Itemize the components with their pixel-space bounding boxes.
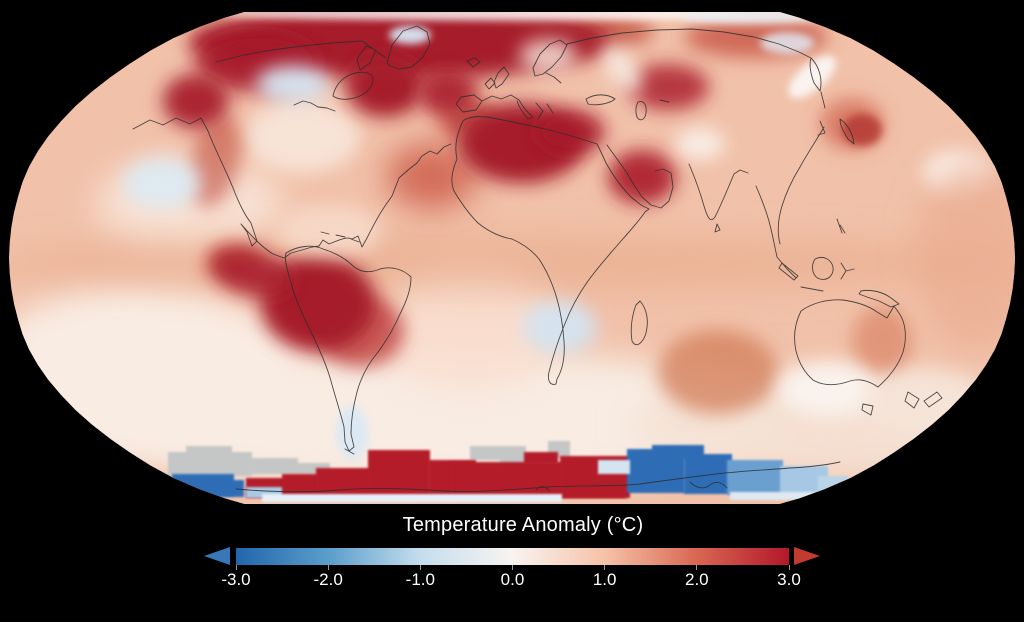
coastline-antarctica (235, 461, 841, 493)
blob-urals-white-streak (602, 44, 642, 94)
colorbar-gradient (236, 548, 789, 565)
cell-antarctic-cold (198, 480, 244, 497)
blob-quebec-dark (346, 55, 424, 117)
blob-central-us-pale (244, 101, 360, 173)
colorbar-tick-label: -3.0 (221, 570, 251, 589)
colorbar-tick (235, 565, 237, 570)
cell-nodata-gray (500, 455, 542, 466)
colorbar-tick (512, 565, 513, 570)
cell-nodata-gray (168, 452, 252, 476)
colorbar-tick (788, 565, 790, 570)
anomaly-field (9, 12, 1015, 488)
colorbar-tick-label: 0.0 (500, 570, 525, 589)
blob-canada-blue (256, 65, 330, 103)
colorbar-tick-label: 3.0 (777, 570, 801, 589)
map-clip-group (9, 12, 1015, 504)
cell-nodata-gray (250, 458, 298, 474)
blob-south-asia-white (675, 128, 725, 160)
cell-antarctic-cold-strip (246, 487, 282, 498)
cell-antarctic-cold-med (727, 460, 783, 495)
blob-japan-dark-spot (842, 114, 882, 146)
blob-australia-south-white (778, 362, 878, 416)
cell-antarctic-warm (368, 450, 430, 498)
colorbar-tick (327, 565, 329, 570)
blob-south-africa-blue (523, 301, 597, 353)
blob-top-edge-white (220, 12, 820, 20)
blob-australia-east-red (852, 306, 912, 378)
coastline-oceania (794, 289, 943, 416)
colorbar-tick (419, 565, 421, 570)
blob-equator-band (9, 233, 1015, 293)
colorbar-left-arrow (204, 547, 230, 565)
colorbar-tick (696, 565, 698, 570)
cell-antarctic-bottom-strip (262, 494, 562, 502)
blob-scandinavia-pale (519, 39, 577, 73)
cell-antarctic-cold (684, 454, 732, 494)
blob-pacific-nw-dark (163, 74, 229, 128)
cell-antarctic-warm (316, 468, 372, 498)
cell-antarctic-warm (524, 452, 558, 464)
colorbar-title: Temperature Anomaly (°C) (402, 514, 644, 536)
antarctic-grid-cells (168, 441, 848, 502)
blob-arabia-dark (608, 150, 676, 204)
coastline-americas (132, 25, 452, 455)
blob-okhotsk-north-blue (760, 32, 814, 54)
blob-libya-egypt-dark (535, 110, 605, 154)
colorbar-tick-label: 2.0 (685, 570, 709, 589)
coastline-afro-eurasia (451, 28, 855, 385)
blob-gulf-alaska-red (188, 117, 242, 207)
blob-peru-coast-dark (210, 248, 294, 298)
blob-patagonia-blue (336, 406, 368, 460)
colorbar-right-arrow (794, 547, 820, 565)
cell-antarctic-bottom-strip (730, 492, 840, 500)
blob-south-atlantic-pale (373, 268, 563, 392)
world-map (9, 12, 1015, 504)
colorbar-tick-label: 1.0 (592, 570, 617, 589)
cell-nodata-gray (296, 463, 330, 474)
colorbar-tick-label: -1.0 (405, 570, 435, 589)
coastlines (132, 25, 943, 493)
blob-gulf-mexico-pale (278, 205, 382, 257)
cell-antarctic-pale (598, 460, 630, 474)
colorbar-tick-label: -2.0 (313, 570, 343, 589)
blob-east-edge-salmon (915, 160, 1015, 350)
cell-antarctic-cold-light (818, 476, 848, 496)
blob-ne-pacific-blue (123, 158, 201, 208)
blob-top-edge-blue (680, 12, 820, 24)
cell-nodata-gray (186, 446, 232, 455)
blob-south-greenland-dark (418, 69, 478, 117)
blob-new-zealand-pale (860, 370, 984, 434)
colorbar-tick (604, 565, 606, 570)
blob-central-asia-dark (627, 64, 709, 110)
blob-indian-ocean-red (658, 330, 778, 414)
blob-greenland-blue (389, 26, 431, 44)
